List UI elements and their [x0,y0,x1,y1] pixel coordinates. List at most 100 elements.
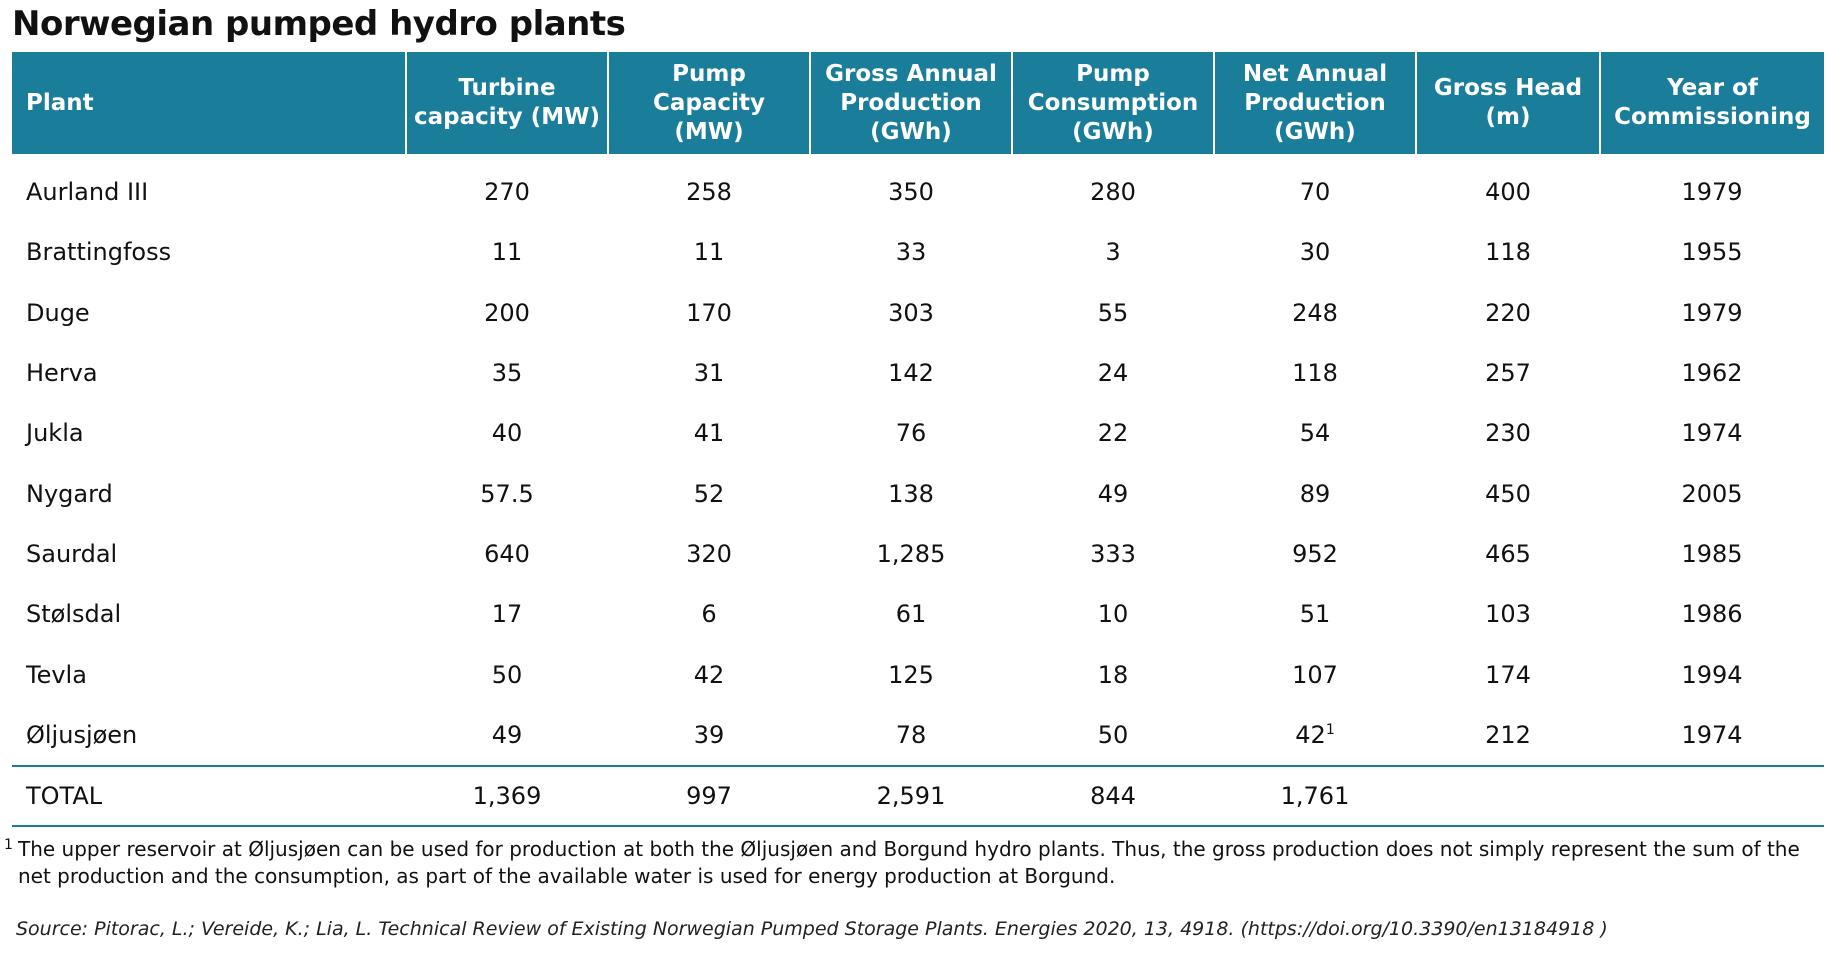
table-cell: 31 [608,343,810,403]
table-cell: 1962 [1600,343,1824,403]
table-cell: 51 [1214,584,1416,644]
cell-value: 52 [693,479,725,508]
cell-value: Øljusjøen [26,720,138,749]
cell-value: 1979 [1681,298,1743,327]
cell-value: 142 [888,359,934,388]
cell-value: 54 [1299,419,1331,448]
header-gross-annual-production: Gross Annual Production (GWh) [809,52,1012,154]
table-cell: 103 [1416,584,1600,644]
plant-name-cell: Duge [12,283,406,343]
total-pump-consumption: 844 [1012,764,1214,827]
table-cell: 138 [810,463,1012,523]
cell-value: Jukla [26,419,84,448]
table-cell: 41 [608,403,810,463]
table-cell: 320 [608,524,810,584]
cell-value: 30 [1299,238,1331,267]
total-gross-head [1416,764,1600,827]
cell-value: 40 [491,419,523,448]
table-cell: 35 [406,343,608,403]
cell-value: 465 [1485,539,1531,568]
cell-value: 1994 [1681,660,1743,689]
cell-value: 320 [686,539,732,568]
table-cell: 10 [1012,584,1214,644]
cell-value: 10 [1097,600,1129,629]
cell-value: 3 [1105,238,1121,267]
pumped-hydro-table: Plant Turbine capacity (MW) Pump Capacit… [12,52,1824,827]
table-cell: 6 [608,584,810,644]
total-pump-capacity: 997 [608,764,810,827]
cell-value: Duge [26,298,90,327]
cell-value: 1955 [1681,238,1743,267]
cell-value: 333 [1090,539,1136,568]
table-cell: 230 [1416,403,1600,463]
table-cell: 170 [608,283,810,343]
cell-value: 303 [888,298,934,327]
table-row: Stølsdal 17 6 61 10 51 103 1986 [12,584,1824,644]
table-row: Brattingfoss 11 11 33 3 30 118 1955 [12,222,1824,282]
table-cell: 107 [1214,644,1416,704]
cell-value: 57.5 [480,479,534,508]
total-net-production: 1,761 [1214,764,1416,827]
cell-value: 400 [1485,178,1531,207]
cell-value: 257 [1485,359,1531,388]
table-row: Herva 35 31 142 24 118 257 1962 [12,343,1824,403]
page-title: Norwegian pumped hydro plants [12,4,626,44]
cell-value: 1,285 [876,539,946,568]
table-cell: 30 [1214,222,1416,282]
header-pump-consumption: Pump Consumption (GWh) [1011,52,1214,154]
header-net-annual-production: Net Annual Production (GWh) [1213,52,1416,154]
cell-value: 6 [701,600,717,629]
table-cell: 33 [810,222,1012,282]
cell-value: 1974 [1681,720,1743,749]
cell-value: 1962 [1681,359,1743,388]
plant-name-cell: Nygard [12,463,406,523]
table-cell: 50 [1012,705,1214,766]
cell-value: 248 [1292,298,1338,327]
total-turbine-capacity: 1,369 [406,764,608,827]
cell-value: 125 [888,660,934,689]
header-year-of-commissioning: Year of Commissioning [1599,52,1824,154]
table-cell: 1979 [1600,154,1824,222]
table-cell: 40 [406,403,608,463]
cell-value: 17 [491,600,523,629]
header-turbine-capacity: Turbine capacity (MW) [405,52,608,154]
cell-value: 103 [1485,600,1531,629]
footnote-mark: 1 [4,837,13,853]
cell-value: 170 [686,298,732,327]
cell-value: 1985 [1681,539,1743,568]
cell-value: 42 [1295,720,1326,749]
table-cell: 1979 [1600,283,1824,343]
table-cell: 1986 [1600,584,1824,644]
cell-value: 11 [491,238,523,267]
cell-value: 1986 [1681,600,1743,629]
cell-value: 118 [1292,359,1338,388]
table-cell: 17 [406,584,608,644]
table-cell: 400 [1416,154,1600,222]
cell-value: 78 [895,720,927,749]
table-cell: 125 [810,644,1012,704]
footnote-ref: 1 [1325,721,1335,738]
cell-value: 220 [1485,298,1531,327]
table-row: Jukla 40 41 76 22 54 230 1974 [12,403,1824,463]
total-year [1600,764,1824,827]
table-cell: 52 [608,463,810,523]
cell-value: 118 [1485,238,1531,267]
table-cell: 1994 [1600,644,1824,704]
table-row: Aurland III 270 258 350 280 70 400 1979 [12,154,1824,222]
table-cell: 1,285 [810,524,1012,584]
table-cell: 2005 [1600,463,1824,523]
header-plant: Plant [12,52,406,154]
table-cell: 70 [1214,154,1416,222]
header-pump-capacity: Pump Capacity (MW) [607,52,810,154]
table-cell: 640 [406,524,608,584]
cell-value: 55 [1097,298,1129,327]
table-cell: 350 [810,154,1012,222]
cell-value: 1974 [1681,419,1743,448]
source-citation: Source: Pitorac, L.; Vereide, K.; Lia, L… [16,918,1608,940]
cell-value: 230 [1485,419,1531,448]
table-cell: 49 [406,705,608,766]
cell-value: 212 [1485,720,1531,749]
cell-value: Aurland III [26,178,149,207]
table-cell: 78 [810,705,1012,766]
table-cell: 257 [1416,343,1600,403]
